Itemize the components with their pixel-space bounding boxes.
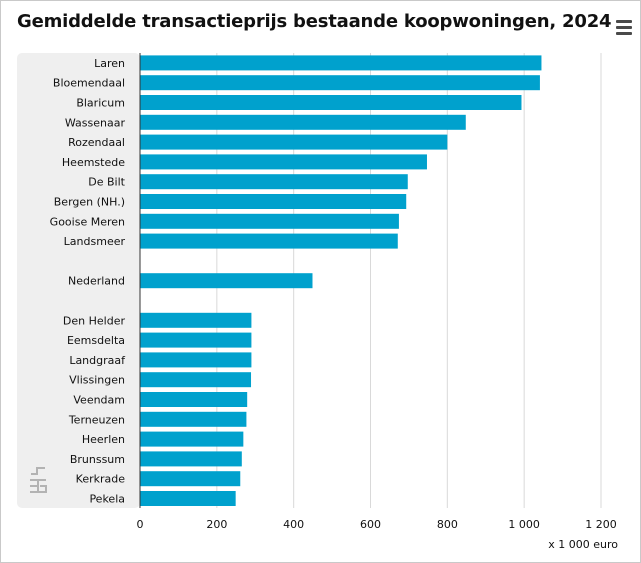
category-label: Blaricum (76, 97, 125, 110)
bar[interactable] (140, 95, 522, 110)
category-label: Eemsdelta (67, 334, 125, 347)
bar[interactable] (140, 75, 540, 91)
bar[interactable] (140, 352, 252, 368)
category-label: Brunssum (70, 453, 125, 466)
x-tick-label: 400 (283, 518, 304, 531)
category-label: Nederland (68, 275, 125, 288)
category-label: Rozendaal (68, 136, 125, 149)
category-label: Wassenaar (65, 116, 126, 129)
category-label: Laren (94, 57, 125, 70)
category-label: Den Helder (63, 314, 126, 327)
category-label-panel (17, 53, 140, 508)
bar[interactable] (140, 194, 407, 209)
bar[interactable] (140, 471, 241, 487)
category-labels: Laren Bloemendaal Blaricum Wassenaar Rozenda… (50, 57, 126, 506)
x-tick-label: 1 200 (585, 518, 617, 531)
bars (140, 55, 542, 506)
x-axis-unit-label: x 1 000 euro (548, 538, 618, 551)
category-label: Veendam (73, 394, 125, 407)
bar[interactable] (140, 392, 248, 407)
chart-title: Gemiddelde transactieprijs bestaande koo… (17, 11, 612, 32)
bar[interactable] (140, 174, 408, 190)
bar[interactable] (140, 154, 427, 170)
cbs-logo-icon (30, 467, 47, 493)
category-label: Kerkrade (76, 473, 126, 486)
category-label: Vlissingen (69, 374, 125, 387)
x-tick-label: 800 (437, 518, 458, 531)
category-label: Bloemendaal (53, 77, 125, 90)
category-label: Pekela (89, 493, 125, 506)
bar[interactable] (140, 451, 242, 467)
bar[interactable] (140, 114, 466, 130)
bar[interactable] (140, 431, 244, 447)
category-label: Heerlen (82, 433, 125, 446)
bar[interactable] (140, 312, 252, 328)
bar[interactable] (140, 332, 252, 348)
category-label: Landgraaf (69, 354, 126, 367)
bar[interactable] (140, 273, 313, 289)
category-label: Heemstede (62, 156, 125, 169)
x-tick-label: 1 000 (508, 518, 540, 531)
x-tick-label: 600 (360, 518, 381, 531)
category-label: Bergen (NH.) (54, 196, 125, 209)
category-label: Terneuzen (68, 413, 125, 426)
bar[interactable] (140, 491, 236, 506)
x-tick-labels: 0 200 400 600 800 1 000 1 200 (137, 518, 617, 531)
category-label: Landsmeer (64, 235, 126, 248)
bar[interactable] (140, 55, 542, 71)
hamburger-menu-icon[interactable] (614, 19, 634, 35)
bar[interactable] (140, 372, 252, 388)
bar[interactable] (140, 411, 247, 427)
x-tick-label: 200 (206, 518, 227, 531)
category-label: De Bilt (88, 176, 125, 189)
category-label: Gooise Meren (50, 215, 125, 228)
bar[interactable] (140, 233, 398, 249)
x-tick-label: 0 (137, 518, 144, 531)
bar[interactable] (140, 134, 448, 150)
bar[interactable] (140, 213, 399, 229)
